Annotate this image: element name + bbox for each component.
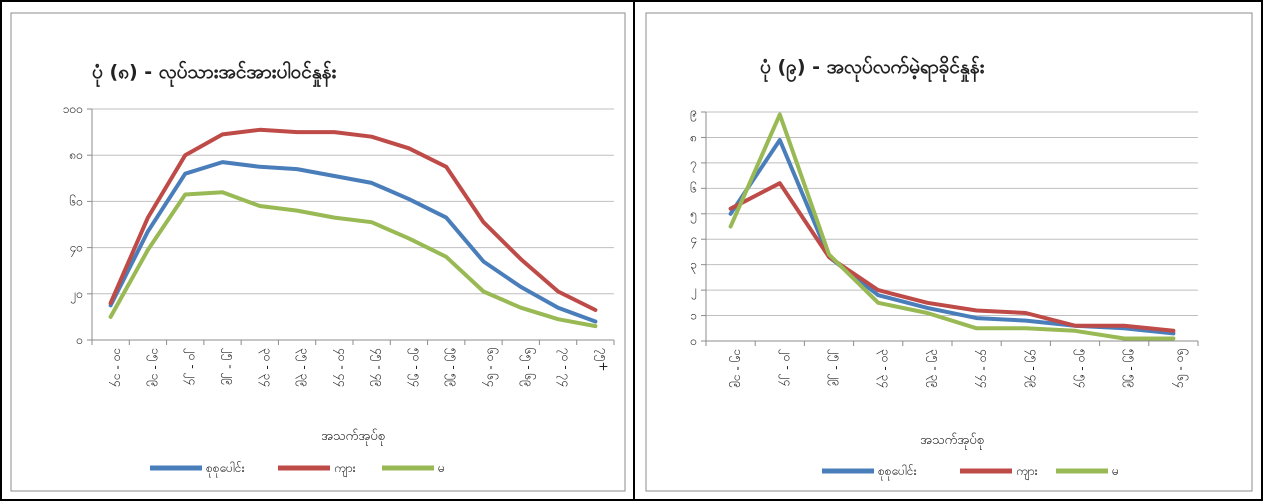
legend-label: စုစုပေါင်း	[878, 463, 917, 481]
y-tick-label: ၃	[690, 258, 697, 275]
x-tick-label: ၂၀ - ၂၄	[183, 348, 200, 385]
y-tick-label: ၀	[690, 334, 697, 348]
y-tick-label: ၀	[76, 333, 83, 347]
x-axis-title: အသက်အုပ်စု	[920, 432, 984, 450]
x-tick-label: ၅၅ - ၅၉	[1122, 349, 1139, 388]
y-tick-label: ၈	[690, 130, 697, 144]
x-tick-label: ၂၀ - ၂၄	[778, 349, 795, 386]
y-tick-label: ၄၀	[70, 241, 84, 258]
x-tick-label: ၇၅+	[593, 348, 610, 372]
x-tick-label: ၅၀ - ၅၄	[407, 348, 424, 387]
x-tick-label: ၆၀ - ၆၄	[1171, 349, 1189, 388]
legend-label: ကျား	[334, 461, 356, 478]
x-tick-label: ၄၀ - ၄၄	[975, 349, 992, 388]
series-line-0	[108, 160, 598, 324]
x-axis-title: အသက်အုပ်စု	[321, 428, 385, 446]
x-tick-label: ၄၀ - ၄၄	[332, 348, 349, 387]
x-tick-label: ၁၅ - ၁၉	[729, 349, 746, 388]
chart-labor-force-participation: ပုံ (၈) - လုပ်သားအင်အားပါဝင်နှုန်း၀၂၀၄၀၆…	[63, 59, 615, 478]
x-tick-label: ၅၅ - ၅၉	[444, 348, 461, 387]
legend-label: ကျား	[1016, 464, 1038, 481]
legend-label: မ	[438, 461, 445, 475]
series-line-2	[728, 112, 1176, 341]
y-tick-label: ၇	[690, 156, 697, 173]
series-line-1	[108, 127, 598, 312]
x-tick-label: ၃၀ - ၃၄	[876, 349, 893, 388]
series-line-1	[728, 181, 1176, 333]
x-tick-label: ၆၅ - ၆၉	[519, 348, 537, 387]
y-tick-label: ၉	[690, 105, 697, 122]
chart-unemployment-rate: ပုံ (၉) - အလုပ်လက်မဲ့ရာခိုင်နှုန်း၀၁၂၃၄၅…	[690, 54, 1199, 481]
y-tick-label: ၆၀	[70, 193, 84, 208]
x-tick-label: ၂၅ - ၂၉	[221, 348, 238, 385]
y-tick-label: ၅	[690, 207, 697, 224]
y-tick-label: ၂၀	[70, 287, 83, 304]
y-tick-label: ၄	[690, 232, 697, 249]
x-tick-label: ၃၀ - ၃၄	[258, 348, 275, 387]
x-tick-label: ၁၀ - ၁၄	[109, 348, 126, 387]
x-tick-label: ၃၅ - ၃၉	[295, 348, 312, 387]
x-tick-label: ၄၅ - ၄၉	[1024, 349, 1041, 388]
x-tick-label: ၆၀ - ၆၄	[482, 348, 500, 387]
y-tick-label: ၈၀	[69, 148, 83, 162]
x-tick-label: ၇၀ - ၇၄	[556, 348, 573, 387]
legend-label: မ	[1112, 464, 1119, 478]
x-tick-label: ၁၅ - ၁၉	[146, 348, 163, 387]
series-line-2	[108, 190, 598, 329]
x-tick-label: ၃၅ - ၃၉	[925, 349, 942, 388]
y-tick-label: ၁	[690, 309, 697, 323]
y-tick-label: ၆	[690, 180, 697, 195]
y-tick-label: ၂	[691, 283, 697, 300]
x-tick-label: ၅၀ - ၅၄	[1073, 349, 1090, 388]
y-tick-label: ၁၀၀	[63, 102, 83, 116]
legend-label: စုစုပေါင်း	[206, 460, 245, 478]
x-tick-label: ၄၅ - ၄၉	[370, 348, 387, 387]
x-tick-label: ၂၅ - ၂၉	[827, 349, 844, 386]
